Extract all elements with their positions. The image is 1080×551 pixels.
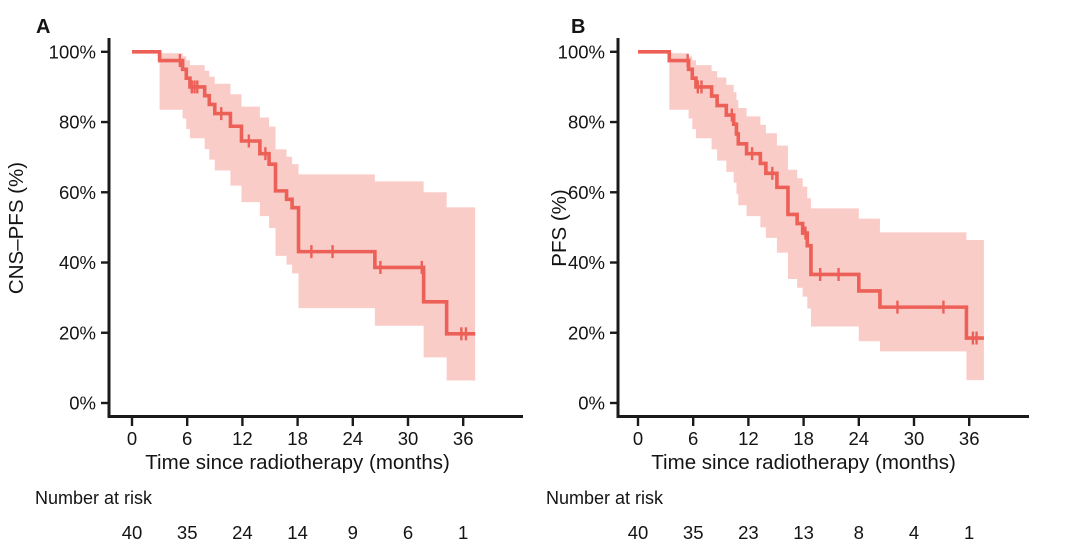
confidence-band bbox=[669, 53, 984, 381]
number-at-risk-value: 4 bbox=[909, 522, 919, 543]
y-axis-title: CNS–PFS (%) bbox=[5, 162, 28, 294]
x-tick-label: 0 bbox=[633, 428, 643, 449]
number-at-risk-value: 14 bbox=[287, 522, 308, 543]
x-tick-label: 36 bbox=[453, 428, 474, 449]
panel-letter: A bbox=[36, 16, 50, 38]
panel-A: 0% 20% 40% 60% 80% 100% 0 6 12 18 24 30 36 Time since… bbox=[5, 16, 523, 543]
x-axis-title: Time since radiotherapy (months) bbox=[651, 451, 956, 474]
x-tick-label: 30 bbox=[398, 428, 419, 449]
y-tick-label: 100% bbox=[49, 41, 96, 62]
number-at-risk-label: Number at risk bbox=[546, 488, 664, 508]
x-tick-label: 12 bbox=[232, 428, 253, 449]
number-at-risk-value: 1 bbox=[458, 522, 468, 543]
x-tick-label: 30 bbox=[904, 428, 925, 449]
number-at-risk-value: 8 bbox=[854, 522, 864, 543]
x-tick-label: 24 bbox=[849, 428, 870, 449]
y-tick-label: 80% bbox=[568, 112, 605, 133]
number-at-risk-label: Number at risk bbox=[35, 488, 153, 508]
x-tick-label: 18 bbox=[793, 428, 814, 449]
y-tick-label: 100% bbox=[558, 41, 605, 62]
y-tick-label: 20% bbox=[59, 322, 96, 343]
number-at-risk-value: 40 bbox=[122, 522, 143, 543]
survival-curve bbox=[638, 50, 984, 340]
y-tick-label: 80% bbox=[59, 112, 96, 133]
x-axis-title: Time since radiotherapy (months) bbox=[145, 451, 450, 474]
y-tick-label: 0% bbox=[69, 393, 96, 414]
number-at-risk-value: 1 bbox=[964, 522, 974, 543]
x-tick-label: 18 bbox=[287, 428, 308, 449]
x-tick-label: 6 bbox=[182, 428, 192, 449]
y-tick-label: 40% bbox=[59, 252, 96, 273]
number-at-risk-value: 23 bbox=[738, 522, 759, 543]
number-at-risk-value: 13 bbox=[793, 522, 814, 543]
panel-B: 0% 20% 40% 60% 80% 100% 0 6 12 18 24 30 36 Time since… bbox=[540, 0, 1080, 551]
y-tick-label: 0% bbox=[578, 393, 605, 414]
x-tick-label: 24 bbox=[343, 428, 364, 449]
y-tick-label: 60% bbox=[59, 182, 96, 203]
x-tick-label: 12 bbox=[738, 428, 759, 449]
y-axis-title: PFS (%) bbox=[548, 189, 571, 266]
number-at-risk-value: 9 bbox=[348, 522, 358, 543]
number-at-risk-value: 24 bbox=[232, 522, 253, 543]
survival-curve bbox=[132, 50, 476, 336]
y-tick-label: 20% bbox=[568, 322, 605, 343]
number-at-risk-value: 40 bbox=[628, 522, 649, 543]
y-tick-label: 60% bbox=[568, 182, 605, 203]
x-tick-label: 6 bbox=[688, 428, 698, 449]
number-at-risk-value: 35 bbox=[683, 522, 704, 543]
y-tick-label: 40% bbox=[568, 252, 605, 273]
panel-letter: B bbox=[571, 16, 585, 38]
x-tick-label: 36 bbox=[959, 428, 980, 449]
number-at-risk-value: 6 bbox=[403, 522, 413, 543]
x-tick-label: 0 bbox=[127, 428, 137, 449]
number-at-risk-value: 35 bbox=[177, 522, 198, 543]
confidence-band bbox=[159, 53, 476, 381]
